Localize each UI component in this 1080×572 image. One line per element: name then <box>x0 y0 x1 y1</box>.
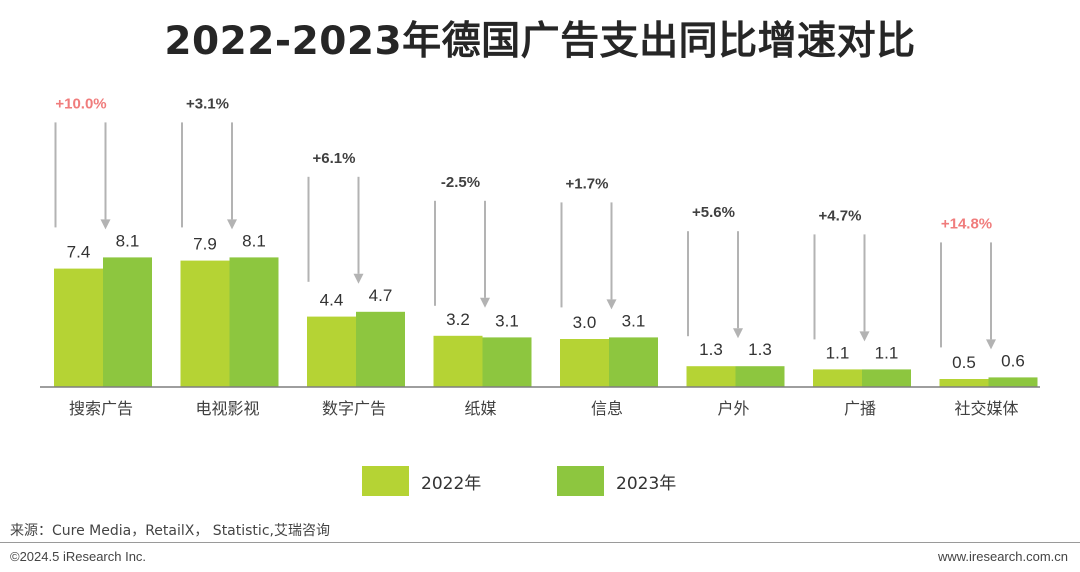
website-url: www.iresearch.com.cn <box>937 549 1068 564</box>
bar-chart: 7.4 8.1 +10.0% 搜索广告 7.9 8.1 +3.1% 电视影视 4.4 4.7 +6.… <box>40 95 1040 418</box>
growth-label: +10.0% <box>55 95 106 112</box>
growth-arrow-head <box>100 219 111 230</box>
growth-arrow-head <box>733 328 743 339</box>
value-label-2023: 8.1 <box>116 231 140 250</box>
footer-divider <box>0 542 1080 543</box>
growth-label: +3.1% <box>186 95 229 112</box>
category-label: 户外 <box>717 399 749 418</box>
growth-arrow-head <box>606 299 617 310</box>
source-note: 来源：Cure Media，RetailX， Statistic,艾瑞咨询 <box>10 523 330 539</box>
growth-arrow-head <box>859 331 870 342</box>
growth-arrow-head <box>986 339 996 350</box>
value-label-2022: 7.9 <box>193 235 217 254</box>
value-label-2022: 7.4 <box>67 243 91 262</box>
labels: 7.4 8.1 +10.0% 搜索广告 7.9 8.1 +3.1% 电视影视 4.4 4.7 +6.… <box>55 95 1024 418</box>
bar-2022 <box>54 268 103 387</box>
growth-arrows <box>54 122 996 350</box>
growth-label: +14.8% <box>941 215 992 232</box>
value-label-2023: 3.1 <box>622 311 646 330</box>
value-label-2022: 3.0 <box>573 313 597 332</box>
growth-arrow-head <box>480 297 490 308</box>
growth-label: +6.1% <box>313 150 356 167</box>
legend-item-2023: 2023年 <box>557 466 676 496</box>
value-label-2022: 3.2 <box>446 310 470 329</box>
value-label-2022: 1.1 <box>826 343 850 362</box>
bar-2023 <box>356 311 405 387</box>
bar-2023 <box>229 257 279 387</box>
category-label: 数字广告 <box>322 399 386 418</box>
category-label: 信息 <box>591 399 623 418</box>
bar-2023 <box>735 366 785 387</box>
bar-2022 <box>939 379 989 387</box>
bar-2023 <box>862 369 911 387</box>
bars <box>54 257 1038 387</box>
growth-arrow-head <box>353 273 364 284</box>
bar-2023 <box>103 257 152 387</box>
legend-item-2022: 2022年 <box>362 466 481 496</box>
bar-2023 <box>609 337 658 387</box>
legend-swatch-2022 <box>362 466 409 496</box>
bar-2023 <box>988 377 1038 387</box>
growth-arrow-head <box>227 219 237 230</box>
legend-swatch-2023 <box>557 466 604 496</box>
growth-label: +5.6% <box>692 204 735 221</box>
bar-2022 <box>560 339 609 387</box>
copyright-text: ©2024.5 iResearch Inc. <box>10 549 147 564</box>
category-label: 广播 <box>844 399 876 418</box>
growth-label: +1.7% <box>566 175 609 192</box>
value-label-2023: 0.6 <box>1001 351 1025 370</box>
legend-label-2023: 2023年 <box>616 473 677 494</box>
value-label-2023: 1.3 <box>748 340 772 359</box>
bar-2022 <box>307 316 356 387</box>
value-label-2023: 4.7 <box>369 286 393 305</box>
growth-label: +4.7% <box>819 207 862 224</box>
legend-label-2022: 2022年 <box>421 473 482 494</box>
category-label: 搜索广告 <box>69 399 133 418</box>
bar-2022 <box>433 335 483 387</box>
bar-2023 <box>482 337 532 387</box>
value-label-2022: 1.3 <box>699 340 723 359</box>
bar-2022 <box>813 369 862 387</box>
growth-label: -2.5% <box>441 174 480 191</box>
category-label: 纸媒 <box>464 399 496 418</box>
value-label-2023: 3.1 <box>495 311 519 330</box>
value-label-2022: 4.4 <box>320 291 344 310</box>
chart-title: 2022-2023年德国广告支出同比增速对比 <box>164 19 916 64</box>
category-label: 电视影视 <box>195 399 259 418</box>
bar-2022 <box>180 260 230 387</box>
value-label-2023: 8.1 <box>242 231 266 250</box>
value-label-2022: 0.5 <box>952 353 976 372</box>
category-label: 社交媒体 <box>954 399 1018 418</box>
bar-2022 <box>686 366 736 387</box>
value-label-2023: 1.1 <box>875 343 899 362</box>
